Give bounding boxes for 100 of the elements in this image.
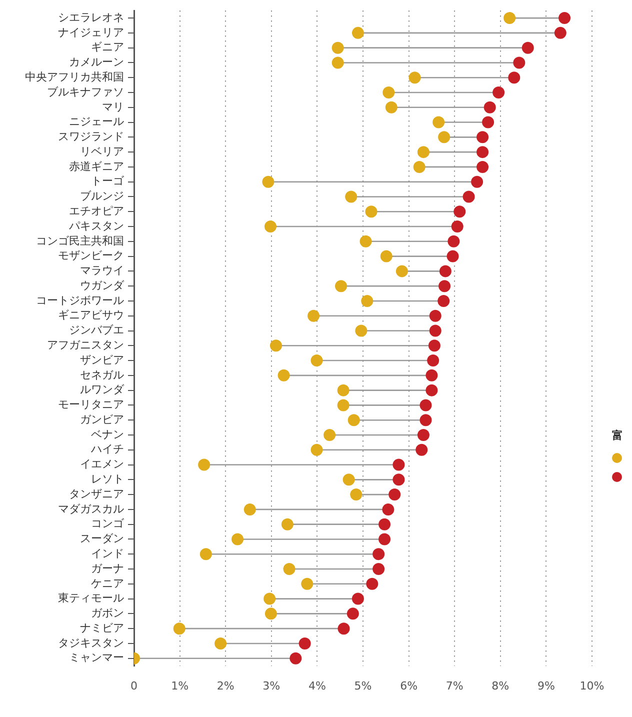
point <box>380 250 392 262</box>
point <box>366 578 378 590</box>
y-tick-label: マラウイ <box>80 264 124 278</box>
point <box>417 428 430 441</box>
point <box>352 592 364 605</box>
point <box>335 280 348 292</box>
point <box>324 428 336 441</box>
point <box>482 116 494 128</box>
point <box>301 578 314 590</box>
legend-title: 富 <box>612 429 623 442</box>
point <box>173 622 186 635</box>
y-tick-label: ハイチ <box>90 442 124 456</box>
point <box>462 190 475 203</box>
point <box>232 533 244 546</box>
point <box>554 26 566 39</box>
y-tick-label: ニジェール <box>69 115 124 128</box>
y-tick-label: ザンビア <box>80 353 124 366</box>
y-tick-label: ジンバブエ <box>69 324 124 337</box>
y-tick-label: ケニア <box>91 576 124 590</box>
y-tick-label: パキスタン <box>68 219 124 232</box>
y-tick-label: コンゴ民主共和国 <box>36 234 124 248</box>
y-tick-label: レソト <box>91 472 124 486</box>
y-tick-label: 東ティモール <box>58 592 124 605</box>
point <box>214 637 227 650</box>
point <box>270 340 282 352</box>
y-tick-label: カメルーン <box>69 56 124 69</box>
point <box>382 503 394 516</box>
y-tick-label: イエメン <box>80 458 124 471</box>
point <box>432 116 445 128</box>
x-tick-label: 5% <box>354 679 372 692</box>
point <box>451 220 464 233</box>
y-tick-label: ウガンダ <box>80 278 125 292</box>
y-tick-label: コートジボワール <box>36 294 124 307</box>
point <box>345 190 358 203</box>
point <box>438 131 450 144</box>
point <box>428 340 440 352</box>
point <box>350 488 362 501</box>
x-tick-label: 1% <box>171 679 189 692</box>
point <box>413 160 426 173</box>
y-tick-label: スワジランド <box>58 130 124 144</box>
y-tick-label: モーリタニア <box>58 398 124 412</box>
point <box>420 399 432 412</box>
point <box>426 369 438 382</box>
y-tick-label: エチオピア <box>69 204 124 218</box>
point <box>429 324 442 337</box>
y-tick-label: ガンビア <box>80 412 124 426</box>
point <box>429 310 442 322</box>
x-tick-label: 4% <box>308 679 326 692</box>
y-tick-label: ルワンダ <box>80 383 125 396</box>
y-tick-label: タンザニア <box>69 487 124 500</box>
point <box>342 474 355 486</box>
point <box>446 250 459 262</box>
point <box>290 652 302 664</box>
x-tick-label: 10% <box>580 679 604 692</box>
point <box>392 458 405 471</box>
y-tick-label: ガボン <box>91 606 124 620</box>
x-tick-label: 2% <box>216 679 234 692</box>
point <box>378 533 391 546</box>
y-tick-label: インド <box>91 546 124 560</box>
point <box>348 414 360 426</box>
x-tick-label: 7% <box>446 679 464 692</box>
y-tick-label: セネガル <box>80 368 124 382</box>
point <box>278 369 290 382</box>
y-tick-label: ギニア <box>91 40 124 54</box>
y-tick-label: ブルンジ <box>80 190 124 203</box>
point <box>439 265 452 278</box>
y-tick-label: トーゴ <box>91 174 125 188</box>
y-tick-label: ナミビア <box>80 621 124 634</box>
point <box>492 86 505 98</box>
point <box>476 160 489 173</box>
point <box>378 518 391 530</box>
y-tick-label: マリ <box>102 100 124 114</box>
point <box>264 220 276 233</box>
x-tick-label: 6% <box>400 679 418 692</box>
y-tick-label: マダガスカル <box>58 502 124 516</box>
point <box>355 324 368 337</box>
point <box>426 384 438 396</box>
point <box>264 608 277 620</box>
point <box>298 637 311 650</box>
point <box>454 206 466 218</box>
point <box>392 474 405 486</box>
point <box>337 384 350 396</box>
point <box>476 131 489 144</box>
point <box>372 548 385 560</box>
x-tick-label: 8% <box>492 679 510 692</box>
x-tick-label: 9% <box>537 679 555 692</box>
point <box>408 72 421 84</box>
y-tick-label: 赤道ギニア <box>69 160 124 173</box>
point <box>476 146 489 158</box>
point <box>438 280 451 292</box>
point <box>310 354 323 367</box>
y-tick-label: ナイジェリア <box>58 26 124 39</box>
point <box>427 354 440 367</box>
y-tick-label: 中央アフリカ共和国 <box>25 70 124 84</box>
y-tick-label: ガーナ <box>91 562 124 575</box>
x-tick-label: 3% <box>262 679 280 692</box>
point <box>372 563 385 576</box>
point <box>332 56 344 69</box>
point <box>420 414 432 426</box>
point <box>558 12 571 24</box>
